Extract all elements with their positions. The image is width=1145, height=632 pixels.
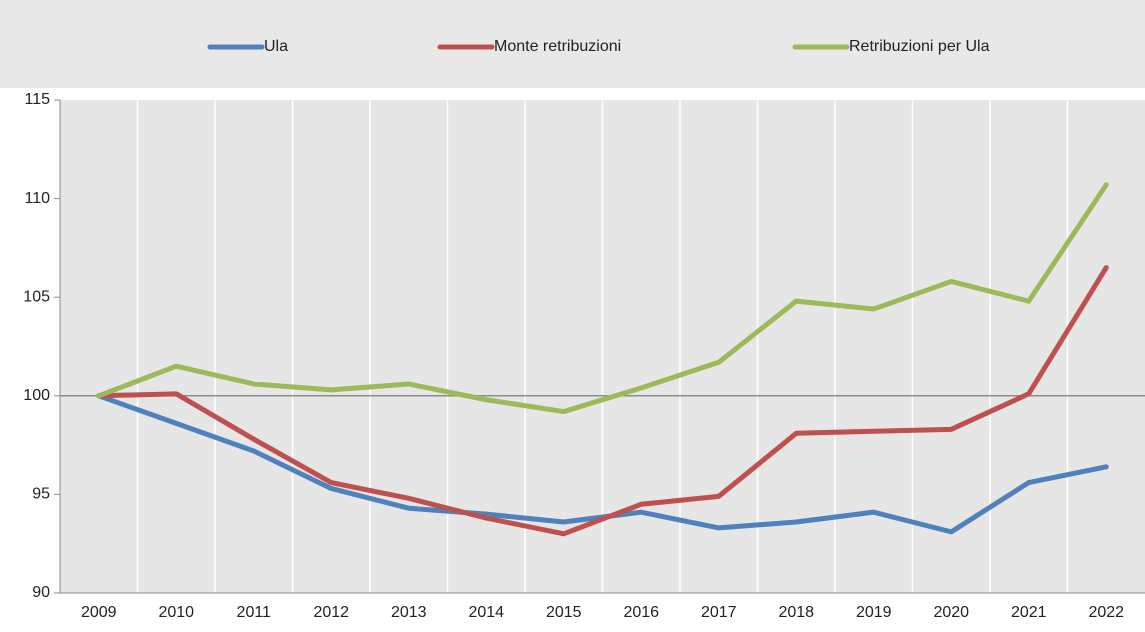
x-tick-label: 2018 bbox=[778, 604, 814, 621]
y-tick-label: 105 bbox=[23, 288, 50, 305]
legend-label: Ula bbox=[264, 38, 288, 55]
x-tick-label: 2019 bbox=[856, 604, 892, 621]
y-tick-label: 90 bbox=[32, 584, 50, 601]
x-tick-label: 2012 bbox=[313, 604, 349, 621]
legend-label: Monte retribuzioni bbox=[494, 38, 621, 55]
x-tick-label: 2015 bbox=[546, 604, 582, 621]
legend-background bbox=[0, 0, 1145, 88]
y-tick-label: 100 bbox=[23, 387, 50, 404]
y-tick-label: 95 bbox=[32, 486, 50, 503]
y-tick-label: 110 bbox=[24, 190, 50, 207]
series-line bbox=[96, 265, 1109, 537]
x-tick-label: 2013 bbox=[391, 604, 427, 621]
x-tick-label: 2016 bbox=[623, 604, 659, 621]
x-tick-label: 2010 bbox=[158, 604, 194, 621]
x-tick-label: 2021 bbox=[1011, 604, 1047, 621]
x-tick-label: 2011 bbox=[237, 604, 272, 621]
x-tick-label: 2014 bbox=[468, 604, 504, 621]
legend-label: Retribuzioni per Ula bbox=[849, 38, 990, 55]
x-tick-label: 2022 bbox=[1088, 604, 1124, 621]
x-tick-label: 2017 bbox=[701, 604, 737, 621]
x-tick-label: 2020 bbox=[933, 604, 969, 621]
x-tick-label: 2009 bbox=[81, 604, 117, 621]
y-tick-label: 115 bbox=[24, 91, 50, 108]
series-line bbox=[96, 182, 1109, 415]
